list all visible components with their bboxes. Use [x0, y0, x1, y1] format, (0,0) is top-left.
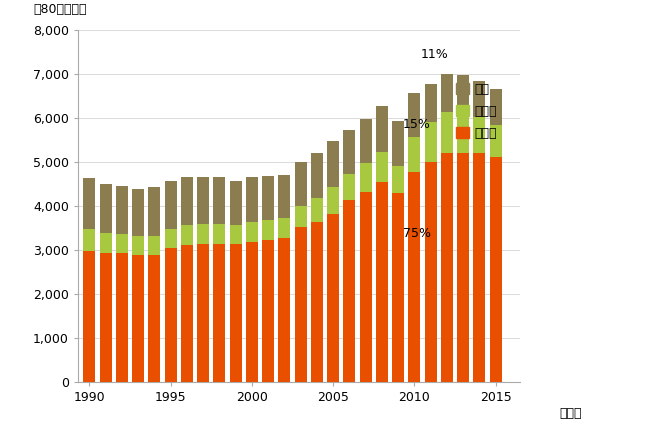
- Bar: [359, 192, 372, 382]
- Bar: [457, 153, 469, 382]
- Bar: [246, 242, 258, 382]
- Bar: [327, 187, 339, 214]
- Bar: [262, 220, 274, 240]
- Bar: [148, 255, 161, 382]
- Bar: [473, 81, 486, 117]
- Bar: [359, 163, 372, 192]
- Bar: [457, 114, 469, 153]
- Bar: [408, 172, 421, 382]
- Bar: [197, 177, 209, 224]
- Bar: [424, 162, 437, 382]
- Bar: [132, 255, 144, 382]
- Bar: [116, 234, 128, 253]
- Text: 15%: 15%: [403, 118, 431, 131]
- Bar: [294, 227, 307, 382]
- Bar: [424, 84, 437, 122]
- Bar: [229, 244, 242, 382]
- Bar: [164, 229, 177, 248]
- Bar: [441, 74, 453, 112]
- Bar: [424, 122, 437, 162]
- Bar: [181, 177, 193, 225]
- Bar: [99, 253, 112, 382]
- Text: （年）: （年）: [559, 407, 581, 420]
- Bar: [343, 130, 356, 174]
- Bar: [343, 201, 356, 382]
- Bar: [213, 178, 226, 224]
- Bar: [197, 224, 209, 244]
- Bar: [376, 106, 388, 152]
- Bar: [376, 152, 388, 182]
- Bar: [278, 218, 291, 238]
- Bar: [132, 237, 144, 255]
- Bar: [262, 240, 274, 382]
- Bar: [246, 178, 258, 222]
- Bar: [473, 153, 486, 382]
- Bar: [99, 184, 112, 233]
- Bar: [311, 222, 323, 382]
- Bar: [83, 229, 96, 251]
- Bar: [213, 244, 226, 382]
- Bar: [392, 166, 404, 193]
- Bar: [278, 175, 291, 218]
- Text: （80万トン）: （80万トン）: [34, 3, 87, 16]
- Bar: [116, 253, 128, 382]
- Bar: [359, 120, 372, 163]
- Bar: [473, 117, 486, 153]
- Bar: [148, 187, 161, 236]
- Bar: [392, 193, 404, 382]
- Bar: [376, 182, 388, 382]
- Bar: [311, 198, 323, 222]
- Bar: [457, 75, 469, 114]
- Bar: [132, 189, 144, 237]
- Bar: [294, 162, 307, 206]
- Bar: [181, 245, 193, 382]
- Bar: [83, 251, 96, 382]
- Text: 75%: 75%: [403, 227, 431, 240]
- Bar: [343, 174, 356, 201]
- Bar: [327, 141, 339, 187]
- Bar: [229, 181, 242, 226]
- Text: 11%: 11%: [421, 48, 448, 61]
- Bar: [278, 238, 291, 382]
- Bar: [83, 178, 96, 229]
- Bar: [489, 157, 502, 382]
- Bar: [489, 89, 502, 125]
- Bar: [197, 244, 209, 382]
- Bar: [408, 92, 421, 137]
- Bar: [408, 137, 421, 172]
- Bar: [489, 125, 502, 157]
- Bar: [392, 121, 404, 166]
- Bar: [164, 248, 177, 382]
- Bar: [311, 153, 323, 198]
- Bar: [327, 214, 339, 382]
- Bar: [229, 226, 242, 244]
- Bar: [99, 233, 112, 253]
- Bar: [164, 181, 177, 229]
- Legend: 褐炭, 原料炭, 一般炭: 褐炭, 原料炭, 一般炭: [451, 78, 502, 145]
- Bar: [116, 186, 128, 234]
- Bar: [441, 153, 453, 382]
- Bar: [246, 222, 258, 242]
- Bar: [294, 206, 307, 227]
- Bar: [441, 112, 453, 153]
- Bar: [262, 176, 274, 220]
- Bar: [213, 224, 226, 244]
- Bar: [181, 225, 193, 245]
- Bar: [148, 236, 161, 255]
